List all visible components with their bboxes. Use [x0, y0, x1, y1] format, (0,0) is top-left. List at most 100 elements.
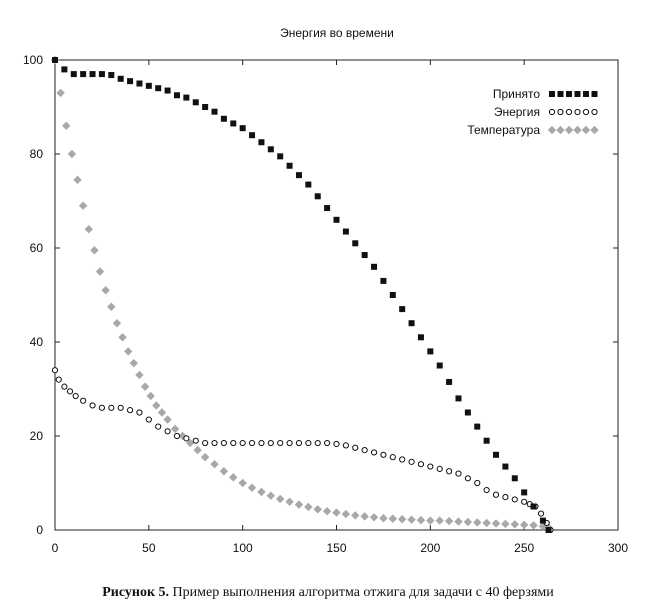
data-point-circle — [98, 404, 106, 411]
data-point-diamond — [285, 497, 294, 506]
x-tick-label: 50 — [142, 541, 156, 555]
data-point-diamond — [510, 520, 519, 529]
data-point-circle — [464, 475, 471, 482]
data-point-circle — [446, 468, 453, 475]
data-point-square — [545, 527, 552, 533]
data-point-circle — [155, 423, 162, 430]
data-point-square — [230, 120, 237, 127]
data-point-circle — [436, 465, 443, 472]
data-point-circle — [427, 463, 434, 470]
data-point-square — [89, 71, 96, 78]
data-point-circle — [342, 442, 349, 449]
data-point-diamond — [407, 515, 416, 524]
data-point-diamond — [101, 286, 110, 295]
data-point-square — [464, 409, 471, 416]
data-point-diamond — [529, 521, 538, 530]
legend-marker — [557, 108, 564, 116]
data-point-circle — [455, 470, 462, 477]
data-point-diamond — [435, 516, 444, 525]
legend: Принято Энергия Температура — [467, 87, 599, 137]
y-tick-label: 40 — [30, 335, 44, 349]
data-point-square — [239, 125, 246, 132]
data-point-square — [539, 517, 546, 524]
data-point-diamond — [157, 408, 167, 417]
y-tick-label: 60 — [30, 241, 44, 255]
data-point-diamond — [313, 505, 322, 514]
data-point-square — [267, 146, 274, 153]
data-point-square — [324, 205, 331, 212]
data-point-diamond — [219, 467, 229, 476]
data-point-square — [417, 334, 424, 341]
data-point-circle — [267, 439, 274, 447]
data-point-circle — [80, 397, 87, 404]
data-point-square — [314, 193, 321, 200]
data-point-square — [483, 437, 490, 444]
data-point-diamond — [146, 391, 155, 401]
data-point-square — [52, 57, 58, 63]
data-point-square — [380, 277, 387, 284]
data-point-diamond — [238, 478, 247, 488]
data-point-square — [530, 503, 537, 510]
data-point-circle — [136, 409, 143, 416]
data-point-diamond — [397, 514, 407, 524]
data-point-diamond — [416, 515, 426, 525]
data-point-circle — [55, 376, 62, 383]
data-point-diamond — [95, 267, 105, 276]
data-point-diamond — [266, 491, 276, 500]
data-point-circle — [295, 439, 303, 447]
data-point-diamond — [341, 509, 351, 519]
energy-chart: Энергия во времени 0 50 100 150 200 250 300 0 20… — [23, 26, 628, 555]
data-point-square — [127, 78, 134, 85]
data-point-diamond — [193, 445, 202, 455]
data-point-circle — [511, 496, 518, 503]
data-point-square — [342, 228, 349, 235]
data-point-diamond — [78, 201, 88, 210]
data-point-diamond — [62, 121, 71, 130]
data-point-diamond — [501, 519, 510, 529]
data-point-circle — [333, 440, 340, 448]
data-point-circle — [72, 392, 79, 400]
caption-label: Рисунок 5. — [102, 585, 170, 600]
data-point-square — [136, 80, 143, 87]
data-point-square — [521, 489, 528, 496]
legend-marker — [565, 108, 573, 116]
data-point-square — [305, 181, 312, 188]
data-point-diamond — [360, 512, 369, 521]
legend-marker — [590, 125, 599, 135]
data-point-circle — [145, 416, 152, 423]
data-point-circle — [389, 454, 396, 461]
data-point-square — [493, 451, 500, 458]
series-layer — [50, 55, 554, 534]
data-point-square — [511, 475, 518, 482]
legend-marker — [566, 91, 572, 97]
legend-marker — [556, 125, 565, 135]
data-point-diamond — [170, 424, 180, 434]
data-point-diamond — [107, 302, 116, 311]
data-point-diamond — [112, 319, 122, 328]
data-point-diamond — [454, 517, 463, 526]
data-point-diamond — [473, 518, 482, 527]
legend-marker — [547, 125, 557, 135]
data-point-diamond — [118, 333, 127, 342]
data-point-diamond — [90, 246, 99, 255]
data-point-diamond — [379, 514, 388, 523]
x-tick-label: 150 — [326, 541, 346, 555]
data-point-diamond — [163, 415, 172, 424]
data-point-square — [333, 216, 340, 223]
data-point-circle — [408, 458, 415, 465]
data-point-square — [389, 292, 396, 298]
data-point-square — [286, 162, 293, 169]
data-point-circle — [108, 404, 115, 411]
legend-sample — [547, 125, 599, 135]
data-point-diamond — [369, 513, 379, 522]
data-point-circle — [258, 439, 265, 447]
data-point-square — [192, 99, 199, 106]
data-point-square — [164, 87, 171, 94]
data-point-diamond — [123, 347, 133, 356]
data-point-diamond — [247, 483, 257, 492]
data-point-square — [249, 132, 256, 139]
data-point-circle — [66, 388, 74, 395]
legend-sample — [549, 91, 598, 97]
x-tick-label: 100 — [233, 541, 253, 555]
data-point-square — [502, 463, 509, 470]
